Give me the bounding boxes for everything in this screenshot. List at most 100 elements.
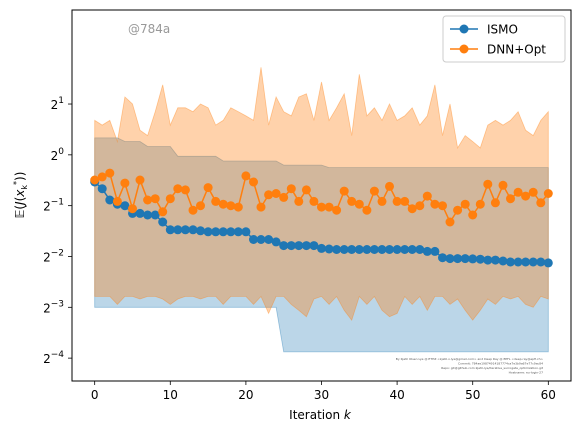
data-point-ismo	[105, 195, 115, 205]
data-point-dnn-opt	[196, 201, 205, 211]
data-point-dnn-opt	[468, 210, 478, 220]
data-point-ismo	[438, 253, 447, 263]
data-point-ismo	[120, 201, 130, 211]
data-point-ismo	[506, 257, 515, 267]
data-point-ismo	[536, 257, 546, 267]
data-point-ismo	[369, 245, 379, 254]
data-point-ismo	[415, 245, 425, 254]
x-axis-ticks: 0 10 20 30 40 50 60	[91, 381, 556, 402]
data-point-ismo	[317, 243, 326, 253]
y-tick-label: 21	[51, 96, 64, 112]
y-tick-label: 20	[51, 147, 65, 163]
data-point-ismo	[279, 241, 289, 251]
data-point-dnn-opt	[347, 196, 357, 206]
y-tick-label: 2−2	[43, 248, 64, 264]
data-point-dnn-opt	[475, 199, 485, 209]
data-point-dnn-opt	[543, 189, 553, 198]
data-point-dnn-opt	[528, 187, 538, 197]
credit-line: By Kjetil Olsen Lye @ ETHZ <kjetil.o.lye…	[396, 357, 544, 361]
data-point-ismo	[301, 241, 311, 251]
legend-label-dnn-opt: DNN+Opt	[487, 43, 546, 57]
y-tick-label: 2−3	[43, 299, 64, 315]
data-point-ismo	[385, 245, 394, 254]
data-point-dnn-opt	[362, 205, 372, 215]
data-point-ismo	[460, 254, 470, 264]
data-point-dnn-opt	[97, 172, 107, 182]
data-point-ismo	[543, 258, 553, 268]
data-point-dnn-opt	[453, 205, 463, 215]
data-point-dnn-opt	[392, 196, 402, 206]
data-point-ismo	[407, 245, 417, 254]
legend-box	[442, 15, 566, 63]
data-point-ismo	[188, 225, 198, 235]
data-point-ismo	[347, 245, 357, 254]
x-tick-label: 40	[389, 388, 404, 402]
data-point-dnn-opt	[317, 202, 326, 212]
x-tick-label: 50	[465, 388, 480, 402]
data-point-dnn-opt	[422, 191, 432, 201]
data-point-dnn-opt	[460, 199, 470, 209]
data-point-dnn-opt	[430, 199, 440, 209]
data-point-ismo	[453, 254, 463, 264]
data-point-dnn-opt	[211, 196, 221, 206]
data-point-ismo	[324, 244, 334, 254]
data-point-ismo	[354, 245, 364, 254]
data-point-dnn-opt	[218, 199, 228, 209]
data-point-dnn-opt	[536, 198, 546, 208]
data-point-ismo	[362, 245, 372, 254]
x-tick-label: 0	[91, 388, 99, 402]
data-point-ismo	[309, 241, 319, 251]
data-point-ismo	[445, 254, 455, 264]
data-point-ismo	[483, 255, 493, 265]
data-point-ismo	[490, 255, 500, 265]
data-point-ismo	[211, 227, 221, 237]
data-point-ismo	[468, 254, 478, 264]
data-point-ismo	[498, 256, 508, 266]
y-tick-label: 2−4	[43, 350, 64, 366]
data-point-ismo	[528, 257, 538, 267]
x-tick-label: 30	[314, 388, 329, 402]
data-point-dnn-opt	[279, 192, 289, 202]
data-point-dnn-opt	[301, 185, 311, 195]
data-point-dnn-opt	[324, 202, 334, 212]
data-point-ismo	[150, 210, 160, 220]
data-point-ismo	[475, 254, 485, 264]
data-point-ismo	[165, 225, 175, 235]
data-point-dnn-opt	[309, 196, 319, 206]
data-point-dnn-opt	[180, 185, 190, 195]
credit-line: Repo: git@github.com:kjetil-lye/iterativ…	[441, 366, 544, 370]
data-point-ismo	[97, 184, 107, 194]
data-point-dnn-opt	[143, 195, 153, 205]
data-point-dnn-opt	[339, 186, 349, 196]
data-point-ismo	[422, 246, 432, 256]
data-point-dnn-opt	[90, 175, 100, 185]
data-point-dnn-opt	[241, 171, 251, 181]
series-markers	[90, 168, 553, 268]
data-point-dnn-opt	[445, 217, 455, 227]
data-point-ismo	[286, 241, 296, 251]
data-point-dnn-opt	[354, 199, 364, 209]
x-axis-label: Iteration k	[289, 408, 352, 422]
legend-marker-dnn-opt	[459, 44, 469, 54]
x-tick-label: 20	[238, 388, 253, 402]
credit-text: By Kjetil Olsen Lye @ ETHZ <kjetil.o.lye…	[396, 357, 544, 375]
watermark-text: @784a	[128, 22, 170, 36]
data-point-ismo	[264, 235, 274, 244]
data-point-dnn-opt	[521, 191, 531, 201]
data-point-ismo	[241, 227, 251, 237]
data-point-dnn-opt	[256, 202, 266, 212]
data-point-ismo	[226, 227, 236, 237]
data-point-dnn-opt	[438, 201, 447, 211]
legend-label-ismo: ISMO	[487, 23, 518, 37]
data-point-dnn-opt	[490, 198, 500, 208]
data-point-ismo	[143, 210, 153, 220]
data-point-dnn-opt	[226, 201, 236, 211]
data-point-dnn-opt	[128, 204, 137, 214]
data-point-dnn-opt	[150, 194, 160, 204]
data-point-dnn-opt	[203, 183, 213, 193]
data-point-ismo	[218, 227, 228, 237]
data-point-dnn-opt	[385, 181, 394, 191]
data-point-dnn-opt	[271, 189, 281, 198]
data-point-dnn-opt	[498, 180, 508, 190]
